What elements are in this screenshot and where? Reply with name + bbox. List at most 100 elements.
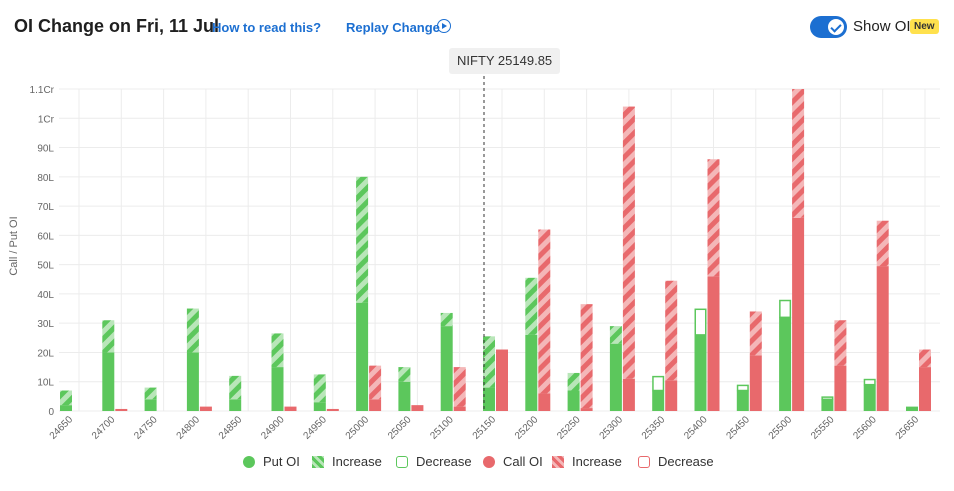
legend-put-oi[interactable]: Put OI bbox=[243, 454, 300, 469]
call-increase-bar bbox=[707, 159, 720, 277]
legend-call-oi[interactable]: Call OI bbox=[483, 454, 543, 469]
put-oi-bar bbox=[863, 384, 876, 411]
put-increase-bar bbox=[609, 326, 622, 344]
call-oi-bar bbox=[834, 365, 847, 411]
call-increase-bar bbox=[580, 304, 593, 409]
play-icon[interactable] bbox=[437, 19, 451, 33]
put-oi-bar bbox=[652, 390, 665, 411]
y-tick-label: 10L bbox=[37, 378, 54, 389]
call-increase-bar bbox=[369, 365, 382, 400]
call-increase-swatch bbox=[552, 455, 564, 468]
put-increase-bar bbox=[144, 387, 157, 400]
replay-change-link[interactable]: Replay Change bbox=[346, 20, 440, 35]
put-increase-bar bbox=[398, 367, 411, 382]
call-oi-bar bbox=[919, 367, 931, 411]
call-oi-bar bbox=[580, 408, 593, 411]
call-oi-bar bbox=[707, 276, 720, 411]
put-oi-bar bbox=[271, 367, 284, 411]
how-to-read-link[interactable]: How to read this? bbox=[212, 20, 322, 35]
put-increase-bar bbox=[60, 390, 72, 406]
call-oi-bar bbox=[284, 406, 297, 411]
put-oi-bar bbox=[609, 343, 622, 411]
put-oi-bar bbox=[144, 399, 157, 411]
call-oi-swatch bbox=[483, 455, 495, 468]
put-oi-bar bbox=[694, 334, 707, 411]
x-tick-label: 25000 bbox=[344, 414, 372, 442]
put-decrease-bar bbox=[863, 378, 876, 386]
put-oi-bar bbox=[398, 381, 411, 411]
y-tick-label: 30L bbox=[37, 319, 54, 330]
put-increase-bar bbox=[440, 312, 453, 327]
call-increase-bar bbox=[538, 229, 551, 394]
legend-label: Put OI bbox=[263, 454, 300, 469]
y-axis-ticks: 0 10L 20L 30L 40L 50L 60L 70L 80L 90L 1Cr 1.1Cr bbox=[30, 85, 55, 418]
y-tick-label: 20L bbox=[37, 348, 54, 359]
legend-call-increase[interactable]: Increase bbox=[552, 454, 622, 469]
y-tick-label: 70L bbox=[37, 202, 54, 213]
call-oi-bar bbox=[496, 349, 508, 411]
put-oi-bar bbox=[483, 387, 495, 411]
put-oi-bar bbox=[356, 302, 369, 411]
x-tick-label: 25500 bbox=[767, 414, 795, 442]
put-increase-bar bbox=[483, 336, 495, 388]
put-oi-bar bbox=[186, 352, 199, 411]
call-increase-bar bbox=[622, 106, 635, 379]
call-increase-bar bbox=[834, 320, 847, 366]
put-oi-bar bbox=[567, 390, 580, 411]
legend-label: Decrease bbox=[416, 454, 472, 469]
call-oi-bar bbox=[369, 399, 382, 411]
put-oi-swatch bbox=[243, 455, 255, 468]
legend-call-decrease[interactable]: Decrease bbox=[638, 454, 714, 469]
put-decrease-bar bbox=[652, 375, 665, 392]
x-tick-label: 25650 bbox=[894, 414, 922, 442]
put-oi-bar bbox=[779, 317, 792, 411]
put-oi-bar bbox=[440, 326, 453, 411]
legend-put-increase[interactable]: Increase bbox=[312, 454, 382, 469]
show-oi-toggle[interactable] bbox=[810, 16, 847, 38]
x-tick-label: 24900 bbox=[259, 414, 287, 442]
show-oi-label: Show OI bbox=[853, 18, 911, 35]
put-increase-bar bbox=[271, 333, 284, 368]
put-oi-bar bbox=[906, 406, 918, 411]
call-increase-bar bbox=[876, 220, 889, 267]
x-axis-ticks: 24650 24700 24750 24800 24850 24900 24950 25000… bbox=[48, 414, 922, 442]
put-decrease-bar bbox=[736, 384, 749, 392]
put-increase-bar bbox=[356, 176, 369, 303]
call-oi-bar bbox=[411, 405, 424, 411]
x-tick-label: 25600 bbox=[851, 414, 879, 442]
x-tick-label: 24750 bbox=[132, 414, 160, 442]
y-tick-label: 80L bbox=[37, 173, 54, 184]
call-oi-bar bbox=[115, 408, 128, 411]
call-oi-bar bbox=[199, 406, 212, 411]
call-oi-bar bbox=[326, 408, 339, 411]
call-oi-bar bbox=[749, 355, 762, 411]
put-oi-bar bbox=[525, 334, 538, 411]
check-icon bbox=[828, 19, 844, 35]
x-tick-label: 25300 bbox=[598, 414, 626, 442]
x-tick-label: 24700 bbox=[90, 414, 118, 442]
call-increase-bar bbox=[665, 280, 678, 381]
chart-header: OI Change on Fri, 11 Jul How to read thi… bbox=[0, 0, 954, 56]
x-tick-label: 25450 bbox=[724, 414, 752, 442]
legend-label: Increase bbox=[332, 454, 382, 469]
x-tick-label: 25550 bbox=[809, 414, 837, 442]
put-decrease-bar bbox=[779, 299, 792, 319]
call-increase-bar bbox=[919, 349, 931, 368]
put-increase-swatch bbox=[312, 455, 324, 468]
legend-put-decrease[interactable]: Decrease bbox=[396, 454, 472, 469]
x-tick-label: 25350 bbox=[640, 414, 668, 442]
page-title: OI Change on Fri, 11 Jul bbox=[14, 16, 220, 36]
x-tick-label: 25150 bbox=[471, 414, 499, 442]
put-increase-bar bbox=[229, 375, 242, 400]
spot-price-label: NIFTY 25149.85 bbox=[449, 48, 561, 74]
x-tick-label: 25050 bbox=[386, 414, 414, 442]
x-tick-label: 25400 bbox=[682, 414, 710, 442]
y-tick-label: 1.1Cr bbox=[30, 85, 55, 96]
put-decrease-bar bbox=[821, 396, 834, 401]
put-oi-bar bbox=[313, 402, 326, 411]
call-increase-bar bbox=[749, 311, 762, 356]
call-oi-bar bbox=[622, 378, 635, 411]
put-oi-bar bbox=[60, 405, 72, 411]
call-oi-bar bbox=[792, 217, 805, 411]
legend-label: Call OI bbox=[503, 454, 543, 469]
